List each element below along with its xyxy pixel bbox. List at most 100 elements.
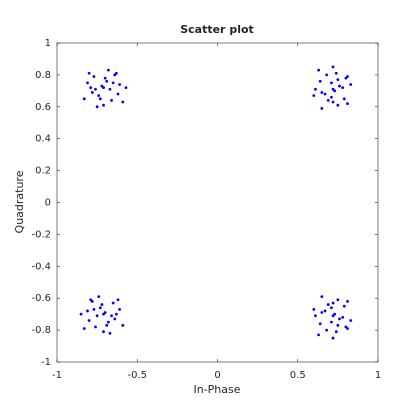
point xyxy=(106,320,110,324)
point xyxy=(102,312,105,316)
point xyxy=(341,86,345,90)
point xyxy=(334,330,338,334)
point xyxy=(314,87,317,91)
point xyxy=(124,86,128,90)
point xyxy=(331,314,335,318)
point xyxy=(336,103,340,107)
point xyxy=(342,97,346,101)
y-tick-label: -0.2 xyxy=(31,229,51,240)
point xyxy=(346,102,349,106)
point xyxy=(111,81,115,85)
point xyxy=(325,73,329,77)
chart-title: Scatter plot xyxy=(180,23,254,36)
point xyxy=(349,319,353,322)
point xyxy=(331,336,335,340)
point xyxy=(312,307,316,311)
point xyxy=(97,94,101,98)
point xyxy=(320,91,324,94)
point xyxy=(86,81,89,85)
point xyxy=(105,79,109,83)
point xyxy=(95,105,99,109)
axes-box xyxy=(56,42,379,363)
point xyxy=(331,65,335,69)
point xyxy=(89,86,93,90)
point xyxy=(103,76,107,80)
point xyxy=(323,92,327,96)
point xyxy=(346,327,349,330)
y-tick-label: 0.2 xyxy=(35,166,51,177)
point xyxy=(82,327,86,330)
point xyxy=(79,312,83,316)
point xyxy=(349,83,353,86)
x-tick-label: -0.5 xyxy=(127,370,147,381)
y-tick-label: 0 xyxy=(45,198,51,209)
point xyxy=(331,87,335,91)
point xyxy=(330,320,333,324)
point xyxy=(87,319,91,322)
point xyxy=(110,314,113,318)
point xyxy=(121,100,125,104)
point xyxy=(330,81,333,85)
point xyxy=(326,303,330,306)
point xyxy=(336,298,340,302)
point xyxy=(330,95,333,99)
point xyxy=(82,97,86,101)
point xyxy=(94,87,97,91)
point xyxy=(334,71,338,75)
point xyxy=(317,68,321,72)
y-tick-label: -0.4 xyxy=(31,261,51,272)
point xyxy=(318,79,322,83)
point xyxy=(116,92,120,96)
y-tick-label: 1 xyxy=(45,38,51,49)
y-tick-label: 0.8 xyxy=(35,70,51,81)
point xyxy=(94,325,97,329)
point xyxy=(346,299,349,303)
y-tick-label: -1 xyxy=(41,357,51,368)
x-tick-label: 0.5 xyxy=(290,370,306,381)
point xyxy=(86,309,89,313)
point xyxy=(336,78,340,82)
point xyxy=(118,83,121,86)
x-tick-label: 1 xyxy=(375,370,381,381)
point xyxy=(121,323,125,327)
point xyxy=(330,306,333,310)
point xyxy=(338,84,341,88)
point xyxy=(336,323,340,327)
point xyxy=(98,97,102,101)
point xyxy=(326,99,330,102)
point xyxy=(114,71,118,75)
point xyxy=(118,307,121,311)
point xyxy=(100,303,104,306)
point xyxy=(102,103,105,107)
point xyxy=(331,301,335,305)
point xyxy=(318,322,322,326)
y-tick-label: 0.6 xyxy=(35,102,51,113)
point xyxy=(105,323,109,327)
point xyxy=(317,333,321,337)
point xyxy=(325,328,329,332)
point xyxy=(312,94,316,98)
point xyxy=(342,304,346,308)
point xyxy=(113,317,117,321)
point xyxy=(87,71,91,75)
point xyxy=(110,99,113,102)
point xyxy=(111,301,115,305)
point xyxy=(323,309,327,313)
point xyxy=(102,86,105,90)
point xyxy=(97,295,101,299)
point xyxy=(320,106,324,110)
point xyxy=(346,75,349,78)
x-tick-label: -1 xyxy=(52,370,62,381)
x-axis-label: In-Phase xyxy=(193,383,240,396)
point xyxy=(90,91,94,94)
point xyxy=(106,68,110,72)
point xyxy=(108,87,112,91)
point xyxy=(116,298,120,302)
y-tick-label: -0.8 xyxy=(31,325,51,336)
point xyxy=(338,317,341,321)
point xyxy=(341,315,345,319)
y-tick-label: 0.4 xyxy=(35,134,51,145)
x-tick-label: 0 xyxy=(214,370,220,381)
y-tick-label: -0.6 xyxy=(31,293,51,304)
